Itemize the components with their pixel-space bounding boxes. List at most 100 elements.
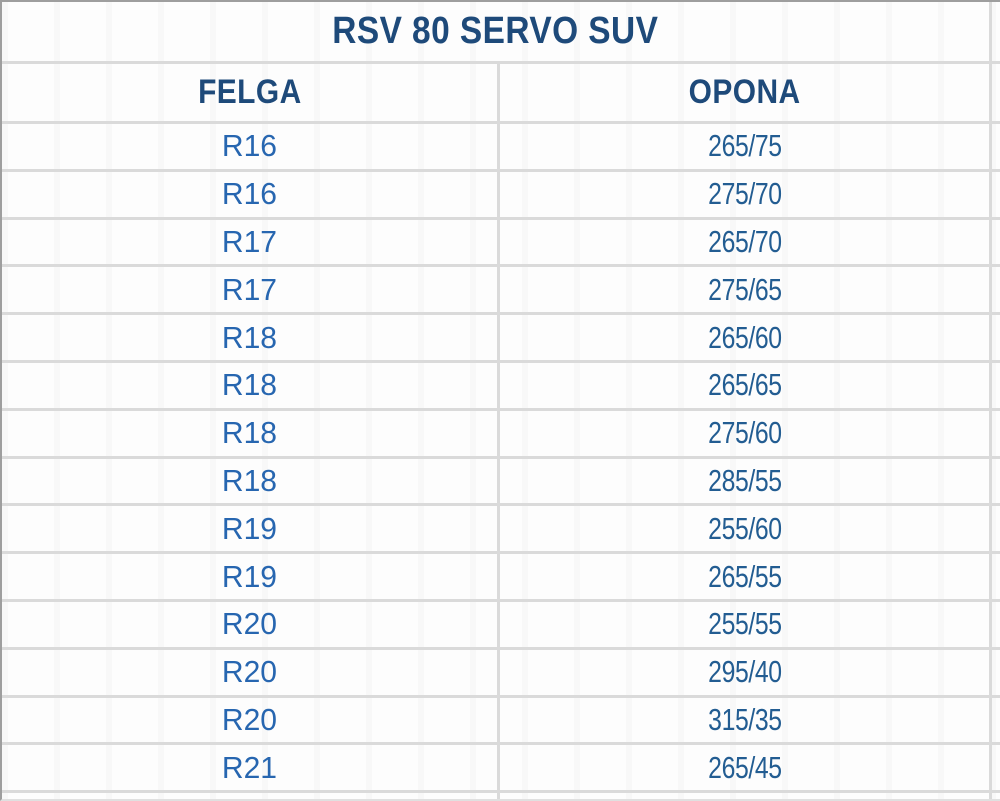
gridline-filler (992, 315, 1000, 360)
opona-value: 285/55 (707, 462, 782, 498)
gridline-filler (992, 363, 1000, 408)
felga-cell: R17 (2, 219, 500, 265)
column-header-opona: OPONA (500, 64, 992, 121)
column-header-felga: FELGA (2, 64, 500, 121)
table-row: R18 275/60 (2, 410, 1000, 459)
gridline-filler (992, 411, 1000, 456)
table-row: R17 265/70 (2, 219, 1000, 268)
table-row: R20 255/55 (2, 601, 1000, 650)
table-row: R18 265/65 (2, 362, 1000, 411)
felga-cell: R17 (2, 267, 500, 313)
felga-cell: R16 (2, 171, 500, 217)
felga-value: R18 (221, 367, 278, 403)
opona-value: 275/70 (707, 176, 782, 212)
table-row: R20 295/40 (2, 649, 1000, 698)
opona-cell: 255/60 (500, 506, 992, 552)
gridline-filler (992, 506, 1000, 551)
opona-cell: 275/65 (500, 267, 992, 313)
felga-cell: R18 (2, 315, 500, 360)
column-header-opona-label: OPONA (688, 73, 801, 111)
opona-value: 255/60 (707, 510, 782, 546)
gridline-filler (992, 793, 1000, 799)
column-header-felga-label: FELGA (197, 73, 302, 111)
opona-cell: 285/55 (500, 458, 992, 504)
table-row: R20 315/35 (2, 697, 1000, 746)
opona-value: 265/75 (707, 128, 782, 164)
partial-cell (500, 793, 992, 799)
opona-cell: 265/60 (500, 315, 992, 360)
table-row: R19 265/55 (2, 554, 1000, 602)
gridline-filler (992, 124, 1000, 169)
opona-value: 275/65 (707, 271, 782, 307)
felga-value: R16 (221, 176, 278, 212)
felga-cell: R19 (2, 506, 500, 552)
gridline-filler (992, 650, 1000, 695)
felga-value: R16 (221, 128, 278, 164)
felga-value: R18 (221, 319, 278, 355)
opona-cell: 255/55 (500, 601, 992, 647)
opona-cell: 265/65 (500, 362, 992, 408)
felga-value: R20 (221, 654, 278, 690)
table-row: R19 255/60 (2, 506, 1000, 555)
felga-cell: R20 (2, 601, 500, 647)
felga-value: R21 (221, 749, 278, 785)
table-row: R17 275/65 (2, 267, 1000, 316)
opona-cell: 295/40 (500, 649, 992, 695)
table-row: R16 275/70 (2, 171, 1000, 220)
gridline-filler (992, 267, 1000, 312)
felga-cell: R18 (2, 362, 500, 408)
opona-value: 265/65 (707, 367, 782, 403)
felga-value: R18 (221, 415, 278, 451)
opona-cell: 265/45 (500, 745, 992, 791)
table-row: R18 285/55 (2, 458, 1000, 507)
opona-cell: 265/70 (500, 219, 992, 265)
opona-cell: 275/70 (500, 171, 992, 217)
felga-cell: R16 (2, 124, 500, 169)
felga-cell: R21 (2, 745, 500, 791)
opona-cell: 315/35 (500, 697, 992, 743)
opona-value: 265/45 (707, 749, 782, 785)
felga-value: R19 (221, 510, 278, 546)
opona-value: 255/55 (707, 606, 782, 642)
opona-cell: 265/75 (500, 124, 992, 169)
felga-value: R17 (221, 271, 278, 307)
gridline-filler (992, 220, 1000, 265)
page-title: RSV 80 SERVO SUV (332, 10, 659, 52)
gridline-filler (992, 602, 1000, 647)
partial-bottom-row (2, 793, 1000, 799)
felga-cell: R19 (2, 554, 500, 599)
gridline-filler (992, 745, 1000, 790)
opona-value: 265/70 (707, 223, 782, 259)
felga-value: R18 (221, 462, 278, 498)
opona-cell: 275/60 (500, 410, 992, 456)
opona-cell: 265/55 (500, 554, 992, 599)
felga-value: R17 (221, 223, 278, 259)
gridline-filler (992, 64, 1000, 121)
gridline-filler (992, 172, 1000, 217)
table-body: R16 265/75 R16 275/70 R17 265/70 R17 275… (2, 124, 1000, 794)
opona-value: 265/55 (707, 558, 782, 594)
opona-value: 265/60 (707, 319, 782, 355)
felga-value: R20 (221, 701, 278, 737)
felga-cell: R20 (2, 697, 500, 743)
opona-value: 275/60 (707, 415, 782, 451)
gridline-filler (992, 459, 1000, 504)
gridline-filler (992, 2, 1000, 61)
felga-value: R19 (221, 558, 278, 594)
table-row: R21 265/45 (2, 745, 1000, 794)
table-header-row: FELGA OPONA (2, 64, 1000, 124)
opona-value: 315/35 (707, 701, 782, 737)
felga-cell: R18 (2, 410, 500, 456)
gridline-filler (992, 698, 1000, 743)
table-row: R16 265/75 (2, 124, 1000, 172)
table-title-cell: RSV 80 SERVO SUV (2, 2, 992, 61)
felga-cell: R20 (2, 649, 500, 695)
table-title-row: RSV 80 SERVO SUV (2, 2, 1000, 64)
felga-value: R20 (221, 606, 278, 642)
table-row: R18 265/60 (2, 315, 1000, 363)
opona-value: 295/40 (707, 654, 782, 690)
felga-cell: R18 (2, 458, 500, 504)
gridline-filler (992, 554, 1000, 599)
partial-cell (2, 793, 500, 799)
